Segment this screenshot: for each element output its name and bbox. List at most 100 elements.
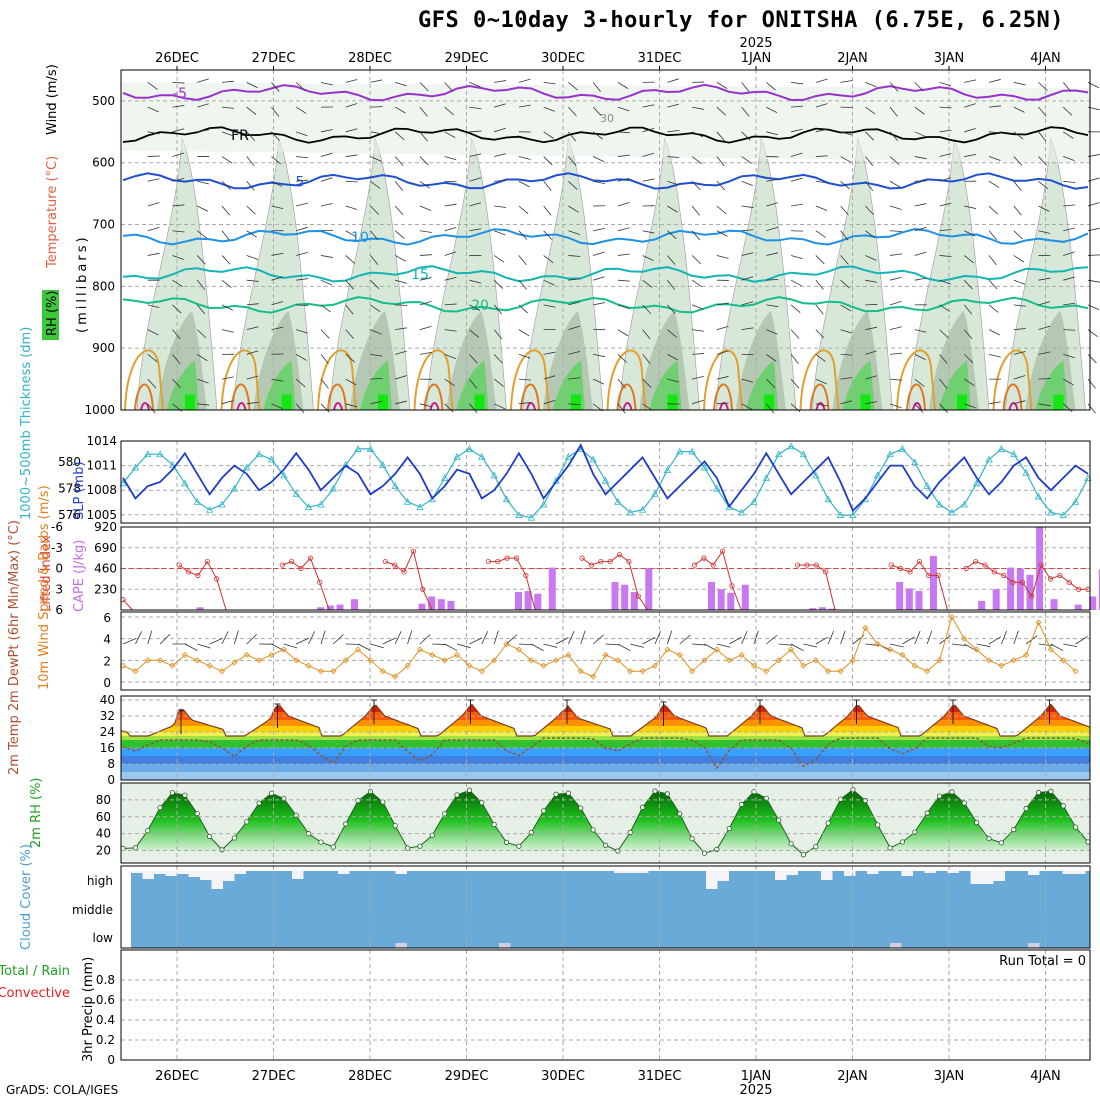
wind-barb bbox=[617, 154, 630, 157]
wind-barb bbox=[394, 181, 403, 191]
wind-barb bbox=[889, 326, 902, 331]
wind-barb bbox=[692, 106, 704, 110]
wind-barb bbox=[840, 279, 850, 289]
wind-barb bbox=[988, 105, 1002, 108]
date-label-top: 3JAN bbox=[934, 51, 965, 66]
wind-barb bbox=[518, 402, 531, 405]
date-label-top: 2JAN bbox=[837, 51, 868, 66]
cloud-low-bar bbox=[1028, 943, 1040, 948]
li-point bbox=[317, 579, 323, 585]
wind-barb bbox=[617, 403, 626, 414]
ylabel-total-rain: Total / Rain bbox=[0, 964, 70, 979]
ylabel-precip: 3hr Precip (mm) bbox=[81, 957, 96, 1062]
wind-barb bbox=[345, 103, 358, 108]
wind-speed-point bbox=[750, 662, 758, 669]
wind-barb bbox=[518, 255, 527, 266]
thickness-point bbox=[243, 463, 251, 471]
wind-barb bbox=[197, 180, 210, 185]
wind-speed-point bbox=[701, 657, 708, 664]
wind-barb bbox=[889, 403, 902, 409]
thickness-point bbox=[379, 460, 387, 468]
wind-speed-point bbox=[515, 646, 522, 653]
temp-tick-label: 0 bbox=[107, 773, 115, 787]
surface-wind-barb bbox=[432, 643, 447, 645]
wind-speed-point bbox=[1060, 657, 1067, 664]
upper-wind-barbs bbox=[147, 78, 1100, 414]
temp-line bbox=[120, 703, 1091, 737]
wind-barb bbox=[1013, 131, 1024, 140]
thickness-point bbox=[787, 442, 795, 450]
wind-frame bbox=[120, 611, 1091, 691]
cape-bar bbox=[929, 555, 937, 610]
wind-barb bbox=[493, 378, 504, 387]
thickness-point bbox=[218, 500, 226, 508]
wind-barb bbox=[890, 352, 903, 355]
li-point bbox=[204, 558, 210, 565]
isotherm-label: 20 bbox=[471, 298, 489, 314]
surface-wind-barb bbox=[555, 637, 569, 645]
wind-speed-point bbox=[1023, 651, 1030, 658]
cloud-high-bar bbox=[234, 871, 246, 874]
wind-barb bbox=[345, 79, 358, 83]
ylabel-lifted-index: Lifted Index bbox=[39, 535, 54, 612]
cape-bar bbox=[611, 582, 619, 610]
dewpoint-line bbox=[122, 737, 1089, 770]
wind-barb bbox=[840, 255, 849, 265]
thickness-point bbox=[440, 474, 449, 481]
rh-point bbox=[157, 804, 163, 811]
cape-bar bbox=[741, 584, 749, 610]
wind-barb bbox=[840, 329, 853, 334]
isotherm-label: 15 bbox=[411, 267, 429, 283]
ylabel-wind-speed: 10m Wind Speed & Barbs (m/s) bbox=[37, 485, 52, 690]
cape-bar bbox=[1050, 599, 1058, 610]
thickness-point bbox=[131, 463, 140, 471]
wind-tick-label: 2 bbox=[103, 654, 111, 668]
wind-barb bbox=[593, 276, 605, 281]
wind-barb bbox=[790, 255, 803, 259]
rh-point bbox=[256, 800, 262, 806]
temp-tick-label: 24 bbox=[100, 725, 115, 739]
wind-barb bbox=[296, 329, 308, 334]
isotherm-30 bbox=[906, 383, 926, 411]
rh-ylabel: 2m RH (%) bbox=[29, 777, 44, 848]
isotherm-30 bbox=[423, 383, 444, 411]
wind-barb bbox=[469, 304, 481, 311]
wind-barb bbox=[642, 255, 654, 261]
precip-ylabel: 3hr Precip (mm) bbox=[81, 957, 96, 1062]
thickness-point bbox=[156, 450, 164, 458]
thickness-point bbox=[329, 484, 337, 492]
wind-barb bbox=[395, 81, 407, 87]
rh-point bbox=[541, 808, 547, 814]
wind-barb bbox=[791, 203, 803, 207]
wind-barb bbox=[345, 255, 355, 264]
thickness-point bbox=[750, 498, 758, 505]
wind-barb bbox=[271, 326, 284, 331]
cloud-high-bar bbox=[982, 871, 994, 884]
wind-speed-point bbox=[614, 657, 621, 664]
temp-band bbox=[121, 736, 1090, 740]
wind-barb bbox=[939, 378, 948, 389]
wind-barb bbox=[172, 81, 185, 84]
temp-band bbox=[121, 720, 1090, 726]
isotherm-line bbox=[122, 126, 1089, 144]
wind-barb bbox=[964, 153, 977, 157]
wind-barb bbox=[914, 226, 927, 232]
cape-bar bbox=[896, 582, 904, 610]
wind-barb bbox=[172, 230, 185, 233]
wind-barb bbox=[395, 400, 407, 405]
wind-barb bbox=[320, 354, 329, 364]
isotherm-30 bbox=[230, 383, 251, 411]
li-point bbox=[392, 562, 398, 568]
rh-point bbox=[875, 822, 881, 828]
wind-barb bbox=[494, 103, 506, 108]
wind-speed-point bbox=[367, 657, 374, 664]
cloud-ylabel: Cloud Cover (%) bbox=[19, 844, 34, 950]
wind-barb bbox=[691, 304, 704, 310]
rh-point bbox=[664, 791, 670, 797]
isotherm-25 bbox=[413, 349, 454, 411]
wind-barb bbox=[469, 403, 478, 414]
wind-barb bbox=[271, 403, 283, 410]
pressure-tick-label: 500 bbox=[92, 94, 115, 108]
wind-barb bbox=[889, 276, 902, 281]
wind-barb bbox=[741, 301, 754, 306]
